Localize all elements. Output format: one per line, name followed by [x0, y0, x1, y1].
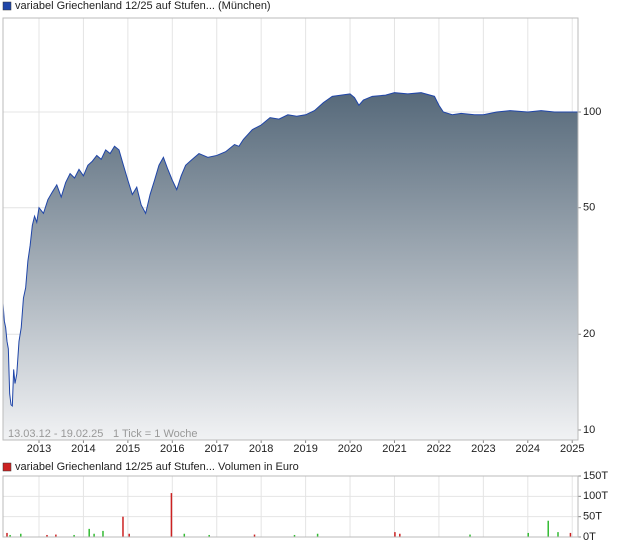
volume-bar	[88, 528, 90, 537]
x-tick-label: 2020	[338, 443, 362, 455]
plot-frame	[2, 17, 579, 441]
volume-bar	[9, 534, 11, 537]
volume-bar	[394, 532, 396, 537]
volume-bar	[399, 533, 401, 537]
volume-bar	[102, 530, 104, 537]
volume-bar	[569, 532, 572, 537]
x-tick-label: 2013	[27, 443, 51, 455]
x-tick-label: 2018	[249, 443, 273, 455]
plot-frame	[2, 475, 579, 538]
x-tick-label: 2025	[560, 443, 584, 455]
volume-bar	[20, 533, 22, 537]
legend-label: variabel Griechenland 12/25 auf Stufen..…	[15, 461, 299, 473]
y-tick-label: 10	[583, 424, 595, 436]
y-tick-label: 50	[583, 202, 595, 214]
period-label: 13.03.12 - 19.02.25	[8, 428, 103, 440]
volume-bar	[55, 534, 57, 537]
volume-bar	[253, 534, 256, 537]
y-tick-label: 20	[583, 328, 595, 340]
x-tick-label: 2019	[293, 443, 317, 455]
price-line	[2, 92, 578, 408]
x-tick-label: 2023	[471, 443, 495, 455]
volume-bar	[170, 493, 173, 537]
volume-bar	[183, 533, 186, 537]
legend-label: variabel Griechenland 12/25 auf Stufen..…	[15, 0, 271, 12]
y-tick-label: 100	[583, 106, 601, 118]
legend-swatch	[2, 462, 12, 472]
volume-bar	[46, 534, 48, 537]
x-tick-label: 2016	[160, 443, 184, 455]
interval-label: 1 Tick = 1 Woche	[113, 428, 197, 440]
x-tick-label: 2017	[204, 443, 228, 455]
area-fill	[3, 92, 578, 440]
y-tick-label: 150T	[583, 470, 608, 482]
x-tick-label: 2022	[427, 443, 451, 455]
volume-bar	[73, 534, 75, 537]
volume-bar	[293, 534, 296, 537]
volume-bar	[93, 533, 95, 537]
x-tick-label: 2021	[382, 443, 406, 455]
volume-bar	[6, 532, 8, 537]
y-tick-label: 50T	[583, 511, 602, 523]
x-tick-label: 2014	[71, 443, 95, 455]
plot-background	[3, 476, 578, 537]
legend-swatch	[2, 1, 12, 11]
volume-bar	[208, 534, 210, 537]
x-tick-label: 2024	[516, 443, 540, 455]
volume-bar	[547, 520, 549, 537]
volume-bar	[122, 516, 124, 537]
volume-bar	[527, 532, 529, 537]
volume-bar	[557, 532, 559, 537]
y-tick-label: 0T	[583, 531, 596, 543]
volume-bar	[316, 533, 319, 537]
volume-bar	[128, 533, 130, 537]
x-tick-label: 2015	[116, 443, 140, 455]
volume-bar	[469, 534, 471, 537]
y-tick-label: 100T	[583, 490, 608, 502]
